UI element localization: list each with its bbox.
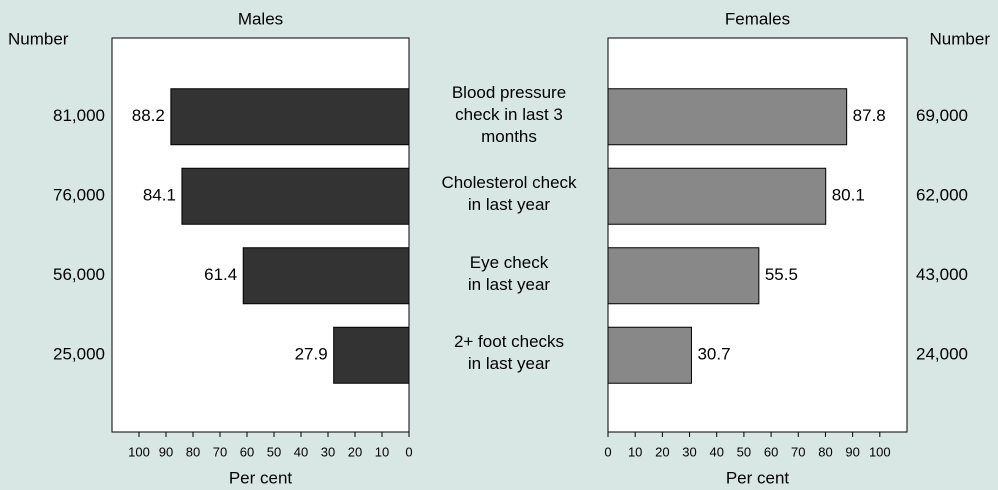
- x-tick-label: 80: [818, 444, 832, 459]
- category-box: Cholesterol check in last year: [441, 173, 577, 215]
- count-label: 81,000: [53, 106, 105, 125]
- panel-title: Females: [725, 9, 790, 28]
- x-tick-label: 100: [869, 444, 891, 459]
- value-label: 61.4: [204, 265, 237, 284]
- count-label: 24,000: [916, 345, 968, 364]
- category-box: Blood pressure check in last 3 months: [451, 82, 567, 146]
- panel-title: Males: [238, 9, 283, 28]
- x-tick-label: 60: [764, 444, 778, 459]
- bar: [333, 326, 410, 384]
- category-box: 2+ foot checks in last year: [453, 332, 565, 374]
- count-axis-label: Number: [930, 29, 991, 48]
- bar: [181, 167, 410, 225]
- x-tick-label: 50: [737, 444, 751, 459]
- bar: [607, 88, 848, 146]
- category-label: Cholesterol check in last year: [441, 173, 577, 215]
- x-tick-label: 0: [405, 444, 412, 459]
- value-label: 87.8: [853, 106, 886, 125]
- count-label: 43,000: [916, 265, 968, 284]
- x-axis-label: Per cent: [726, 468, 790, 487]
- count-label: 62,000: [916, 186, 968, 205]
- x-tick-label: 20: [348, 444, 362, 459]
- count-label: 76,000: [53, 186, 105, 205]
- x-tick-label: 30: [682, 444, 696, 459]
- bar: [607, 326, 692, 384]
- bar: [607, 247, 760, 305]
- x-tick-label: 60: [240, 444, 254, 459]
- x-axis-label: Per cent: [229, 468, 293, 487]
- count-axis-label: Number: [8, 29, 69, 48]
- count-label: 56,000: [53, 265, 105, 284]
- x-tick-label: 70: [791, 444, 805, 459]
- category-box: Eye check in last year: [467, 252, 551, 294]
- value-label: 30.7: [697, 345, 730, 364]
- x-tick-label: 0: [604, 444, 611, 459]
- category-label: 2+ foot checks in last year: [453, 332, 565, 374]
- count-label: 69,000: [916, 106, 968, 125]
- value-label: 55.5: [765, 265, 798, 284]
- x-tick-label: 70: [213, 444, 227, 459]
- x-tick-label: 90: [159, 444, 173, 459]
- x-tick-label: 90: [845, 444, 859, 459]
- count-label: 25,000: [53, 345, 105, 364]
- x-tick-label: 30: [321, 444, 335, 459]
- x-tick-label: 40: [709, 444, 723, 459]
- x-tick-label: 20: [655, 444, 669, 459]
- x-tick-label: 10: [628, 444, 642, 459]
- x-tick-label: 40: [294, 444, 308, 459]
- x-tick-label: 80: [186, 444, 200, 459]
- value-label: 27.9: [295, 345, 328, 364]
- category-label: Eye check in last year: [467, 252, 551, 294]
- x-tick-label: 100: [128, 444, 150, 459]
- value-label: 84.1: [143, 186, 176, 205]
- x-tick-label: 10: [375, 444, 389, 459]
- category-label: Blood pressure check in last 3 months: [451, 82, 567, 146]
- value-label: 88.2: [132, 106, 165, 125]
- x-tick-label: 50: [267, 444, 281, 459]
- bar: [242, 247, 410, 305]
- bar: [607, 167, 827, 225]
- bar: [170, 88, 410, 146]
- value-label: 80.1: [832, 186, 865, 205]
